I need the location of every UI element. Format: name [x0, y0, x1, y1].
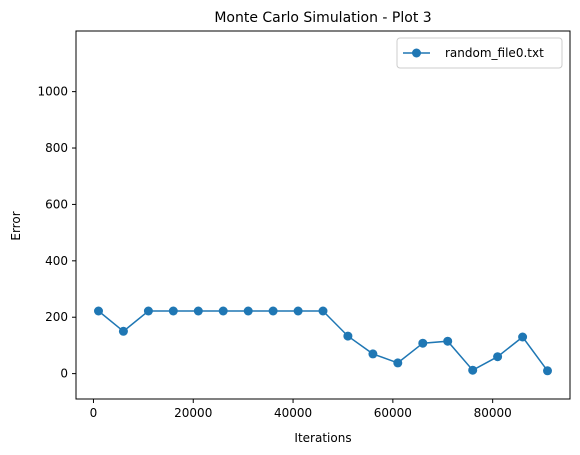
x-tick-label: 60000	[374, 406, 412, 420]
x-tick-label: 0	[90, 406, 98, 420]
x-axis-ticks: 0 20000 40000 60000 80000	[90, 399, 512, 420]
data-point	[268, 306, 278, 316]
data-point	[343, 331, 353, 341]
series-layer	[94, 306, 552, 376]
data-point	[493, 352, 503, 362]
data-point	[518, 332, 528, 342]
y-axis-ticks: 0 200 400 600 800 1000	[37, 85, 76, 381]
data-point	[218, 306, 228, 316]
data-point	[468, 365, 478, 375]
y-axis-label: Error	[9, 211, 23, 240]
data-point	[393, 358, 403, 368]
legend-label: random_file0.txt	[445, 46, 544, 60]
data-point	[243, 306, 253, 316]
data-point	[168, 306, 178, 316]
chart-title: Monte Carlo Simulation - Plot 3	[214, 10, 431, 26]
y-tick-label: 400	[45, 254, 68, 268]
data-point	[193, 306, 203, 316]
legend-box	[396, 37, 563, 69]
y-tick-label: 0	[60, 367, 68, 381]
y-tick-label: 800	[45, 141, 68, 155]
x-tick-label: 20000	[174, 406, 212, 420]
data-point	[543, 366, 552, 376]
data-point	[143, 306, 153, 316]
data-point	[418, 338, 428, 348]
data-point	[443, 336, 453, 346]
x-tick-label: 40000	[274, 406, 312, 420]
y-tick-label: 600	[45, 197, 68, 211]
x-tick-label: 80000	[474, 406, 512, 420]
legend: random_file0.txt	[396, 37, 563, 69]
x-axis-label: Iterations	[294, 431, 351, 445]
data-point	[293, 306, 303, 316]
y-tick-label: 200	[45, 310, 68, 324]
data-point	[94, 306, 103, 316]
plot-frame	[75, 30, 571, 400]
legend-marker-sample	[412, 48, 421, 58]
y-tick-label: 1000	[37, 85, 68, 99]
data-point	[318, 306, 328, 316]
data-point	[118, 326, 128, 336]
data-point	[368, 349, 378, 359]
